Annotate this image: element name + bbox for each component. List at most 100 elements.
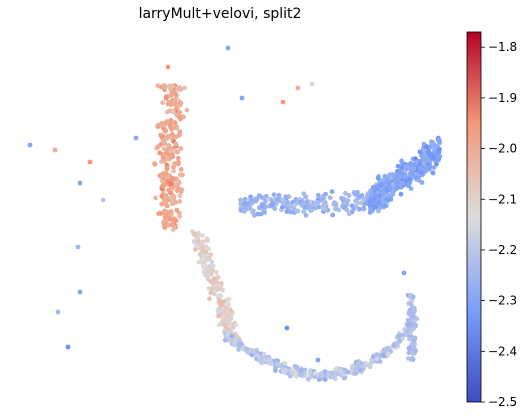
point [389, 191, 395, 197]
point [270, 201, 276, 207]
point [288, 209, 294, 215]
point [161, 123, 167, 129]
point [203, 272, 208, 278]
point [160, 137, 166, 143]
point [298, 372, 303, 377]
point [430, 170, 436, 176]
point [405, 317, 411, 323]
point [364, 192, 370, 198]
point [173, 125, 179, 131]
point [133, 135, 139, 141]
point [368, 188, 373, 194]
point [400, 181, 406, 187]
point [342, 190, 348, 196]
point [254, 347, 260, 353]
point [435, 154, 441, 160]
point [226, 302, 232, 307]
point [171, 164, 176, 170]
point [259, 195, 265, 200]
point [406, 345, 412, 351]
point [341, 196, 347, 202]
point [356, 193, 362, 199]
point [341, 205, 347, 210]
point [385, 345, 390, 351]
point [210, 263, 216, 269]
point [172, 161, 178, 166]
point [421, 160, 427, 166]
point [206, 272, 212, 277]
point [329, 189, 335, 195]
point [396, 333, 402, 339]
point [178, 167, 184, 172]
point [292, 364, 298, 369]
point [322, 377, 328, 382]
point [156, 211, 162, 217]
point [177, 132, 182, 138]
point [166, 100, 172, 105]
colorbar-tick-label: −2.1 [488, 192, 517, 206]
point [335, 371, 341, 377]
point [169, 135, 175, 141]
point [351, 190, 357, 195]
point [277, 363, 282, 369]
point [421, 147, 426, 153]
point [266, 356, 272, 362]
point [167, 190, 173, 196]
point [358, 200, 364, 206]
point [212, 276, 218, 282]
point [171, 109, 176, 115]
point [164, 109, 170, 115]
point [165, 179, 171, 185]
point [298, 368, 304, 373]
point [173, 200, 178, 205]
point [419, 180, 425, 185]
point [426, 158, 431, 164]
point [419, 153, 424, 159]
point [356, 206, 362, 212]
point [27, 142, 33, 148]
point [172, 120, 178, 126]
point [208, 290, 214, 296]
point [254, 356, 259, 362]
point [197, 252, 203, 257]
point [229, 333, 235, 339]
point [210, 280, 216, 286]
point [437, 139, 442, 144]
point [249, 352, 255, 358]
point [198, 242, 204, 247]
point [171, 176, 176, 182]
point [65, 344, 71, 350]
point [158, 174, 164, 179]
point [204, 255, 210, 261]
point [280, 99, 286, 105]
point [176, 159, 181, 165]
point [168, 216, 173, 222]
point [217, 293, 223, 299]
point [355, 189, 360, 195]
point [268, 361, 274, 367]
point [429, 139, 434, 145]
point [174, 188, 180, 194]
point [152, 161, 158, 167]
point [387, 186, 393, 191]
point [376, 200, 381, 205]
point [162, 141, 168, 146]
point [162, 84, 168, 90]
point [391, 172, 397, 178]
point [178, 189, 184, 194]
point [77, 289, 83, 295]
point [232, 338, 238, 343]
point [375, 175, 381, 181]
point [378, 182, 384, 188]
point [413, 156, 418, 162]
point [161, 220, 166, 225]
colorbar-gradient [466, 31, 482, 403]
point [203, 263, 209, 269]
point [245, 350, 251, 355]
point [177, 214, 183, 219]
point [259, 203, 265, 208]
point [341, 375, 347, 381]
point [346, 193, 352, 198]
